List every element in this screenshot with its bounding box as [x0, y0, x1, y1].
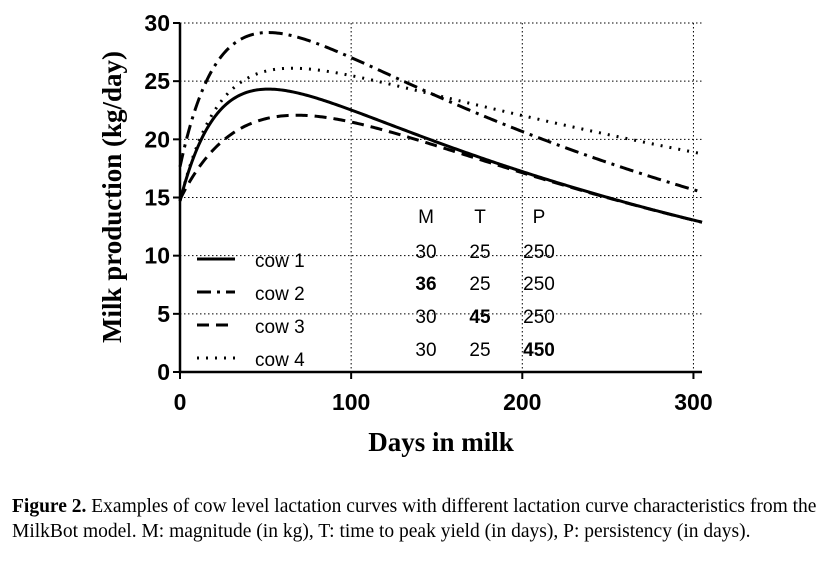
- legend: cow 1 cow 2 cow 3 cow 4: [197, 251, 305, 371]
- y-tick-label: 10: [144, 243, 170, 269]
- series-lines: [178, 31, 703, 224]
- table-header: T: [474, 207, 486, 228]
- table-cell: 30: [415, 340, 436, 361]
- y-axis-ticks: 0 5 10 15 20 25 30: [144, 10, 180, 385]
- caption-label: Figure 2.: [12, 496, 87, 517]
- table-cell: 25: [469, 242, 490, 263]
- x-tick-label: 100: [332, 389, 370, 415]
- table-cell: 250: [523, 307, 555, 328]
- figure-caption: Figure 2. Examples of cow level lactatio…: [12, 494, 832, 544]
- y-tick-label: 15: [144, 185, 170, 211]
- series-line-cow-3: [178, 113, 703, 224]
- series-line-cow-2: [178, 31, 703, 194]
- table-cell: 30: [415, 307, 436, 328]
- table-cell: 25: [469, 340, 490, 361]
- table-header: P: [533, 207, 546, 228]
- lactation-chart: 0 5 10 15 20 25 30 0 100 200 300 Milk production …: [97, 10, 713, 457]
- table-cell: 25: [469, 274, 490, 295]
- legend-label: cow 2: [255, 284, 305, 305]
- y-tick-label: 0: [157, 359, 170, 385]
- legend-label: cow 3: [255, 317, 305, 338]
- legend-label: cow 1: [255, 251, 305, 272]
- y-tick-label: 25: [144, 68, 170, 94]
- caption-text: Examples of cow level lactation curves w…: [12, 496, 817, 542]
- x-tick-label: 0: [174, 389, 187, 415]
- series-line-cow-4: [178, 66, 703, 202]
- x-tick-label: 300: [674, 389, 712, 415]
- table-cell: 45: [469, 307, 491, 328]
- legend-label: cow 4: [255, 350, 305, 371]
- table-cell: 450: [523, 340, 555, 361]
- series-line-cow-1: [178, 87, 703, 224]
- grid-lines: [180, 22, 702, 372]
- table-cell: 36: [415, 274, 436, 295]
- x-tick-label: 200: [503, 389, 541, 415]
- x-axis-title: Days in milk: [368, 427, 514, 457]
- table-header: M: [418, 207, 434, 228]
- y-tick-label: 5: [157, 301, 170, 327]
- table-cell: 250: [523, 242, 555, 263]
- table-cell: 250: [523, 274, 555, 295]
- y-axis-title: Milk production (kg/day): [97, 51, 127, 343]
- parameter-table: M T P 30 25 250 36 25 250 30 45 250 30 25 450: [415, 207, 554, 361]
- y-tick-label: 30: [144, 10, 170, 36]
- x-axis-ticks: 0 100 200 300: [174, 372, 713, 415]
- table-cell: 30: [415, 242, 436, 263]
- y-tick-label: 20: [144, 126, 170, 152]
